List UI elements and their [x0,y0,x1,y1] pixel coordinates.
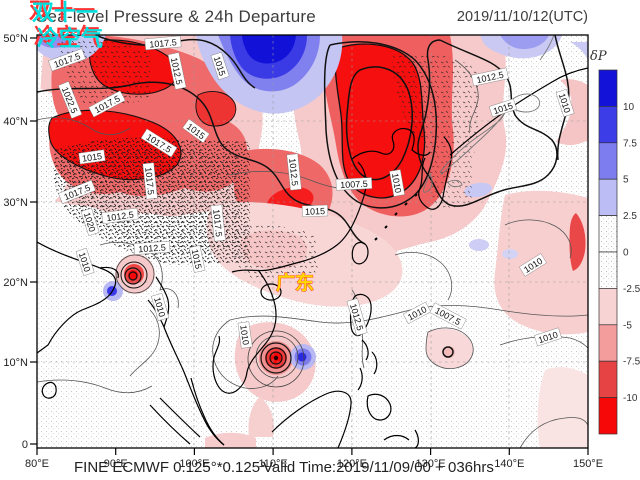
contour-label: 1012.5 [133,240,171,255]
contour-label: 1017.5 [210,204,226,242]
contour-label: 1017.5 [142,162,158,200]
model-info: FINE ECMWF 0.125°*0.125° [74,459,267,476]
lat-tick-label: 20°N [3,277,28,289]
lat-tick-label: 30°N [3,197,28,209]
svg-text:1010: 1010 [238,324,251,345]
map-frame [36,34,589,449]
contour-label: 1015 [301,204,329,218]
colorbar-tick-label: 2.5 [623,211,637,222]
lon-tick-label: 120°E [337,458,367,470]
lon-axis: 80°E 90°E 100°E 110°E 120°E 130°E 140°E 150°E [25,448,603,470]
colorbar-segment [598,178,618,216]
contour-label: 1010 [237,321,253,349]
contour-label: 1012.5 [101,207,139,225]
colorbar-segment [598,142,618,180]
graticule [37,35,588,448]
svg-text:1015: 1015 [190,248,204,270]
lat-tick-label: 10°N [3,357,28,369]
colorbar-segment-stipple [599,252,617,288]
colorbar: δP 10 7.5 5 2.5 0 -2.5 -5 -7.5 -10 [590,49,640,435]
contour-label: 1015 [188,245,206,273]
svg-text:1007.5: 1007.5 [340,179,368,190]
svg-text:1017.5: 1017.5 [211,209,224,237]
colorbar-tick-label: -2.5 [623,284,640,295]
svg-text:1010: 1010 [390,172,403,193]
colorbar-tick-label: 5 [623,175,629,186]
page-title: Sea-level Pressure & 24h Departure [36,7,316,26]
svg-text:1012.5: 1012.5 [106,210,135,224]
colorbar-tick-label: -7.5 [623,357,640,368]
colorbar-tick-label: -5 [623,320,632,331]
lat-axis: 50°N 40°N 30°N 20°N 10°N 0 [3,33,37,451]
colorbar-tick-label: 7.5 [623,138,637,149]
contour-label: 1010 [389,169,405,197]
colorbar-segment [598,324,618,362]
lon-tick-label: 110°E [258,458,287,470]
colorbar-title: δP [590,49,607,64]
lon-tick-label: 150°E [573,458,603,470]
colorbar-segment [598,69,618,107]
lat-tick-label: 0 [22,439,28,451]
init-datetime: 2019/11/10/12(UTC) [456,9,588,25]
colorbar-tick-label: 0 [623,248,629,259]
svg-text:1017.5: 1017.5 [143,167,156,195]
region-label-guangdong: 广东 [276,271,314,294]
lon-tick-label: 140°E [494,458,524,470]
colorbar-segment [598,288,618,326]
svg-text:1017.5: 1017.5 [149,37,177,49]
contour-label: 1007.5 [335,177,373,191]
lat-tick-label: 50°N [3,33,28,45]
lon-tick-label: 90°E [104,458,128,470]
typhoon-eye [273,355,279,361]
contour-label: 1010 [151,293,170,321]
colorbar-segment-stipple [599,216,617,252]
valid-time: Valid Time:2019/11/09/00 + 036hrs [263,459,494,476]
colorbar-tick-label: 10 [623,102,635,113]
lon-tick-label: 100°E [179,458,209,470]
colorbar-segment [598,360,618,398]
lat-tick-label: 40°N [3,116,28,128]
svg-text:1015: 1015 [81,151,102,164]
svg-text:1012.5: 1012.5 [138,242,166,254]
contour-label: 1017.5 [144,35,182,51]
contour-label: 1015 [78,149,106,165]
contour-label: 1012.5 [286,153,302,191]
colorbar-segment [598,397,618,435]
svg-text:1012.5: 1012.5 [287,158,300,186]
colorbar-segment [598,106,618,144]
svg-text:1015: 1015 [305,206,325,217]
lon-tick-label: 80°E [25,458,49,470]
typhoon-contours [115,254,305,388]
map-content [37,35,588,448]
lon-tick-label: 130°E [416,458,446,470]
colorbar-tick-label: -10 [623,393,638,404]
